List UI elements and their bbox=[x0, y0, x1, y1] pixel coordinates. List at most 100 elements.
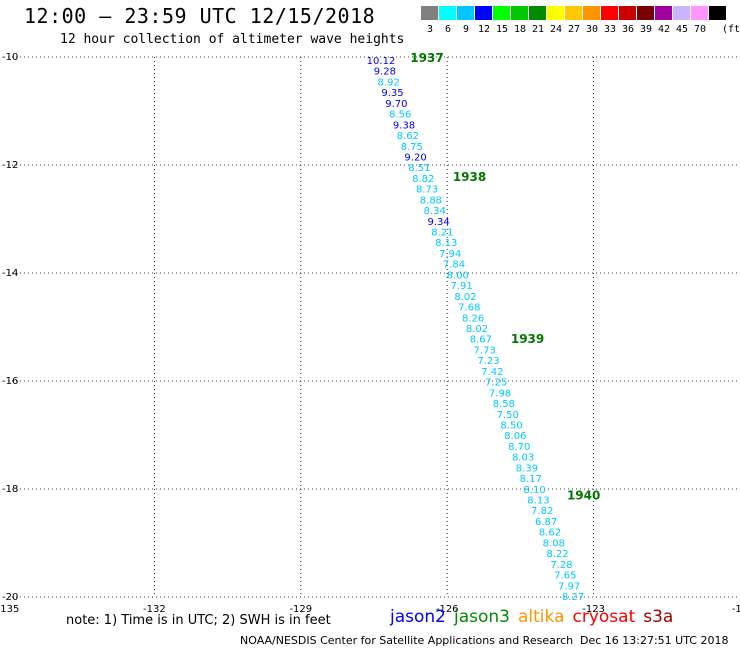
mission-cryosat: cryosat bbox=[572, 607, 636, 627]
wave-height-label: 9.28 bbox=[374, 67, 396, 78]
scale-label: 39 bbox=[639, 24, 653, 35]
wave-height-label: 8.00 bbox=[447, 270, 469, 281]
wave-height-label: 8.02 bbox=[466, 324, 488, 335]
scale-label: 9 bbox=[462, 24, 470, 35]
wave-height-label: 8.10 bbox=[523, 485, 545, 496]
scale-label: 42 bbox=[657, 24, 671, 35]
credit-text: NOAA/NESDIS Center for Satellite Applica… bbox=[240, 634, 574, 647]
scale-label: 3 bbox=[426, 24, 434, 35]
wave-height-label: 8.62 bbox=[397, 131, 419, 142]
scale-swatch bbox=[493, 6, 510, 20]
scale-label: 36 bbox=[621, 24, 635, 35]
map-subtitle: 12 hour collection of altimeter wave hei… bbox=[60, 32, 405, 47]
wave-height-label: 8.39 bbox=[516, 463, 538, 474]
lon-tick-label: -123 bbox=[582, 604, 605, 615]
scale-label: 45 bbox=[675, 24, 689, 35]
wave-height-label: 9.34 bbox=[427, 217, 449, 228]
lat-tick-label: -14 bbox=[2, 268, 18, 279]
wave-height-label: 8.70 bbox=[508, 442, 530, 453]
wave-height-label: 8.58 bbox=[493, 399, 515, 410]
mission-altika: altika bbox=[518, 607, 565, 627]
wave-height-label: 7.42 bbox=[481, 367, 503, 378]
mission-jason3: jason3 bbox=[454, 607, 510, 627]
scale-swatch bbox=[439, 6, 456, 20]
wave-height-label: 8.75 bbox=[401, 142, 423, 153]
map-title: 12:00 — 23:59 UTC 12/15/2018 bbox=[24, 4, 376, 28]
time-label: 1937 bbox=[410, 51, 443, 65]
wave-height-label: 8.27 bbox=[562, 592, 584, 603]
wave-height-label: 8.22 bbox=[547, 549, 569, 560]
mission-s3a: s3a bbox=[643, 607, 674, 627]
scale-label: 24 bbox=[549, 24, 563, 35]
scale-swatch bbox=[619, 6, 636, 20]
wave-height-label: 8.17 bbox=[520, 474, 542, 485]
wave-height-label: 8.67 bbox=[470, 335, 492, 346]
lon-tick-label: -129 bbox=[289, 604, 312, 615]
scale-label: 33 bbox=[603, 24, 617, 35]
lat-tick-label: -16 bbox=[2, 376, 18, 387]
lon-tick-label: -135 bbox=[0, 604, 19, 615]
time-label: 1939 bbox=[511, 332, 544, 346]
wave-height-label: 7.94 bbox=[439, 249, 461, 260]
wave-height-label: 7.73 bbox=[474, 345, 496, 356]
wave-height-label: 8.34 bbox=[424, 206, 446, 217]
scale-label: 15 bbox=[495, 24, 509, 35]
wave-height-label: 9.35 bbox=[381, 88, 403, 99]
lon-tick-label: -132 bbox=[143, 604, 166, 615]
footer-note: note: 1) Time is in UTC; 2) SWH is in fe… bbox=[66, 613, 331, 628]
timestamp-text: Dec 16 13:27:51 UTC 2018 bbox=[580, 634, 729, 647]
wave-height-label: 8.02 bbox=[454, 292, 476, 303]
wave-height-label: 9.20 bbox=[404, 152, 426, 163]
wave-height-label: 8.06 bbox=[504, 431, 526, 442]
wave-height-label: 8.03 bbox=[512, 453, 534, 464]
scale-label: 12 bbox=[477, 24, 491, 35]
wave-height-label: 10.12 bbox=[367, 56, 396, 67]
wave-height-label: 8.08 bbox=[543, 538, 565, 549]
wave-height-label: 7.28 bbox=[550, 560, 572, 571]
wave-height-label: 8.13 bbox=[435, 238, 457, 249]
scale-unit: (ft) bbox=[721, 24, 740, 35]
lat-tick-label: -10 bbox=[2, 52, 18, 63]
wave-height-label: 7.50 bbox=[497, 410, 519, 421]
mission-legend: jason2 jason3 altika cryosat s3a bbox=[390, 607, 681, 627]
scale-swatch bbox=[457, 6, 474, 20]
wave-height-label: 8.82 bbox=[412, 174, 434, 185]
scale-label: 30 bbox=[585, 24, 599, 35]
wave-height-label: 8.62 bbox=[539, 528, 561, 539]
time-label: 1940 bbox=[567, 488, 600, 502]
lat-tick-label: -18 bbox=[2, 484, 18, 495]
lon-tick-label: -12 bbox=[732, 604, 740, 615]
wave-height-label: 8.73 bbox=[416, 185, 438, 196]
wave-height-label: 9.38 bbox=[393, 120, 415, 131]
wave-height-label: 7.65 bbox=[554, 571, 576, 582]
wave-height-label: 7.82 bbox=[531, 506, 553, 517]
scale-swatch bbox=[421, 6, 438, 20]
wave-height-label: 7.25 bbox=[485, 378, 507, 389]
scale-swatch bbox=[601, 6, 618, 20]
lon-tick-label: -126 bbox=[436, 604, 459, 615]
wave-height-label: 8.13 bbox=[527, 496, 549, 507]
wave-height-label: 7.68 bbox=[458, 303, 480, 314]
wave-height-label: 9.70 bbox=[385, 99, 407, 110]
wave-height-label: 7.98 bbox=[489, 388, 511, 399]
wave-height-label: 8.51 bbox=[408, 163, 430, 174]
time-label: 1938 bbox=[453, 170, 486, 184]
scale-swatch bbox=[637, 6, 654, 20]
scale-label: 6 bbox=[444, 24, 452, 35]
wave-height-label: 6.87 bbox=[535, 517, 557, 528]
wave-height-label: 7.84 bbox=[443, 260, 465, 271]
scale-swatch bbox=[691, 6, 708, 20]
scale-swatch bbox=[565, 6, 582, 20]
wave-height-label: 8.26 bbox=[462, 313, 484, 324]
scale-swatch bbox=[529, 6, 546, 20]
scale-label: 70 bbox=[693, 24, 707, 35]
scale-label: 21 bbox=[531, 24, 545, 35]
scale-swatch bbox=[475, 6, 492, 20]
wave-height-label: 7.91 bbox=[451, 281, 473, 292]
scale-label: 18 bbox=[513, 24, 527, 35]
scale-label: 27 bbox=[567, 24, 581, 35]
scale-swatch bbox=[547, 6, 564, 20]
scale-swatch bbox=[655, 6, 672, 20]
scale-swatch bbox=[673, 6, 690, 20]
